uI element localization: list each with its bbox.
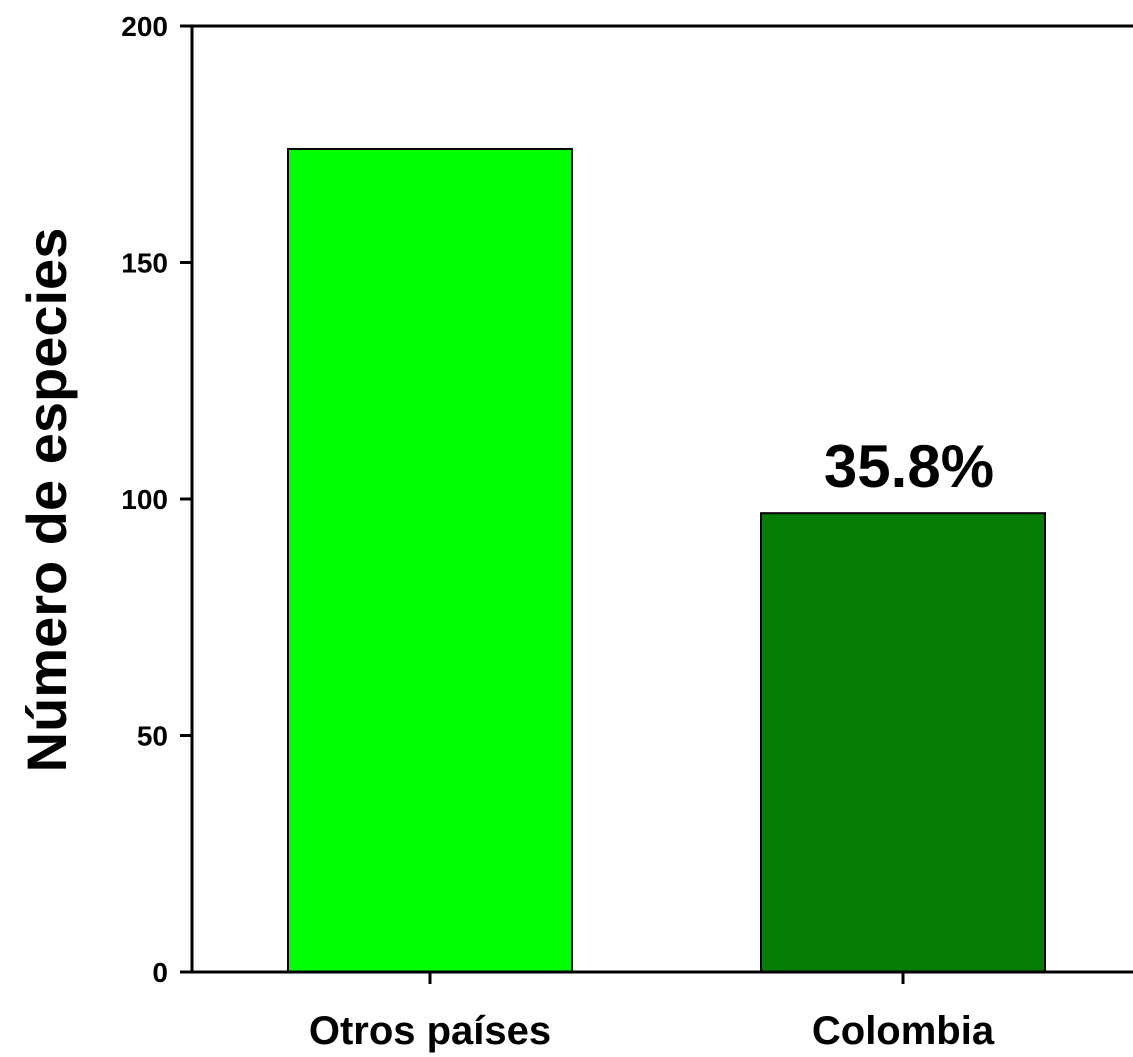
- x-ticks-group: Otros países Colombia: [309, 972, 995, 1053]
- y-tick-label-0: 0: [152, 957, 168, 988]
- y-tick-label-150: 150: [121, 248, 168, 279]
- bars-group: [287, 147, 1046, 974]
- y-tick-label-50: 50: [137, 721, 168, 752]
- y-tick-label-100: 100: [121, 484, 168, 515]
- bar-otros-paises: [287, 147, 573, 974]
- y-tick-label-200: 200: [121, 11, 168, 42]
- x-tick-label-otros-paises: Otros países: [309, 1009, 551, 1053]
- x-tick-label-colombia: Colombia: [812, 1009, 995, 1053]
- bar-colombia: [760, 512, 1046, 973]
- y-axis-title: Número de especies: [15, 228, 78, 773]
- data-labels-group: 35.8%: [824, 433, 994, 500]
- y-ticks-group: 0 50 100 150 200: [121, 11, 192, 988]
- data-label-colombia: 35.8%: [824, 433, 994, 500]
